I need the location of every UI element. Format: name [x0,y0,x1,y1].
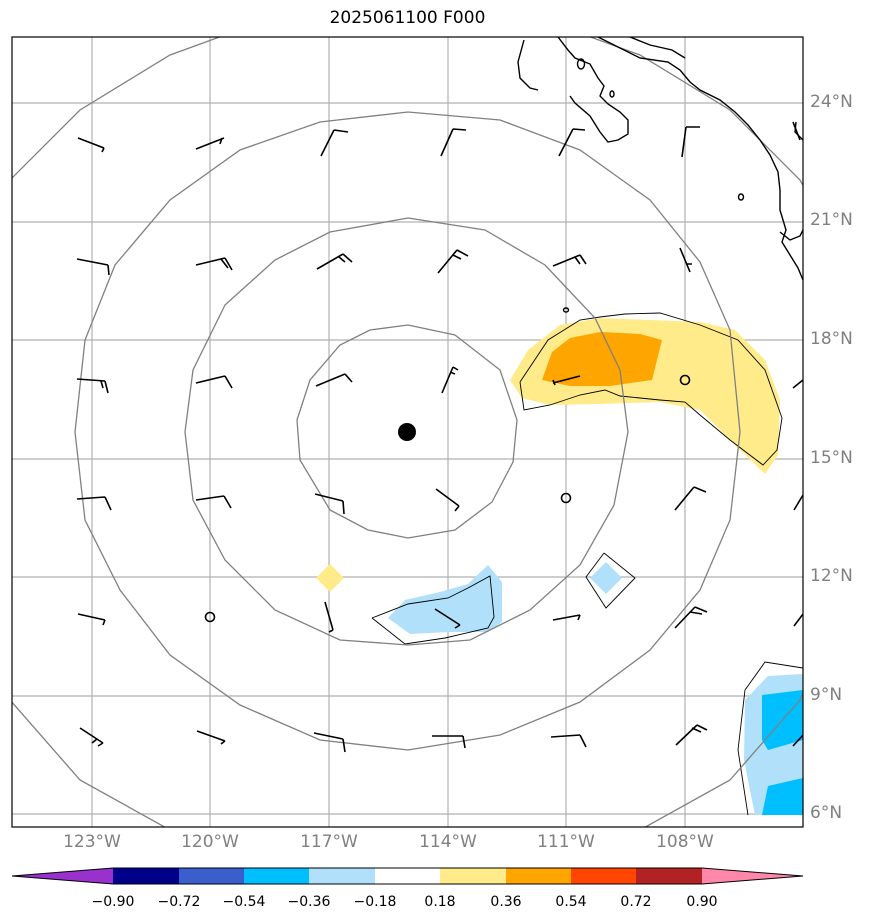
lat-label: 21°N [810,210,853,230]
colorbar-seg [244,868,309,884]
colorbar-tick: −0.54 [222,894,266,910]
colorbar-seg [440,868,506,884]
lon-label: 123°W [63,832,121,852]
lon-label: 117°W [300,832,358,852]
colorbar-seg [113,868,179,884]
blue-region-se-lower [762,778,803,815]
lat-label: 24°N [810,92,853,112]
colorbar [11,867,804,885]
colorbar-tick: −0.36 [287,894,331,910]
yellow-diamond-west [316,564,344,592]
colorbar-seg [636,868,702,884]
lat-label: 9°N [810,685,843,705]
negative-fill-regions [388,562,803,815]
map-title: 2025061100 F000 [329,8,486,28]
coastline [517,37,803,313]
colorbar-tick: −0.90 [91,894,135,910]
calm-marker [560,492,572,504]
orange-region [542,332,662,386]
contour-lines [371,312,803,816]
storm-center-marker [398,423,416,441]
colorbar-seg [179,868,244,884]
colorbar-tick: 0.90 [686,894,718,910]
light-blue-region-center [388,565,502,634]
colorbar-tick: 0.54 [555,894,587,910]
calm-marker [204,611,216,623]
wind-barbs [76,121,803,753]
colorbar-seg [375,868,440,884]
colorbar-seg [571,868,636,884]
lon-label: 114°W [419,832,477,852]
colorbar-tick: −0.72 [157,894,201,910]
colorbar-outline [11,867,804,885]
light-blue-diamond [590,562,622,594]
calm-marker [679,374,691,386]
colorbar-seg [506,868,571,884]
lat-label: 18°N [810,329,853,349]
lat-label: 6°N [810,803,843,823]
range-rings [12,37,803,827]
colorbar-tick: 0.18 [424,894,456,910]
map-frame [11,36,804,828]
lat-label: 15°N [810,448,853,468]
lon-label: 111°W [537,832,595,852]
positive-fill-regions [316,318,780,592]
colorbar-tick: −0.18 [353,894,397,910]
colorbar-extend-high [702,868,803,884]
calm-markers [204,374,691,623]
colorbar-seg [309,868,375,884]
colorbar-tick: 0.36 [490,894,522,910]
lon-label: 108°W [656,832,714,852]
colorbar-extend-low [12,868,113,884]
lat-label: 12°N [810,566,853,586]
lon-label: 120°W [181,832,239,852]
colorbar-tick: 0.72 [620,894,652,910]
